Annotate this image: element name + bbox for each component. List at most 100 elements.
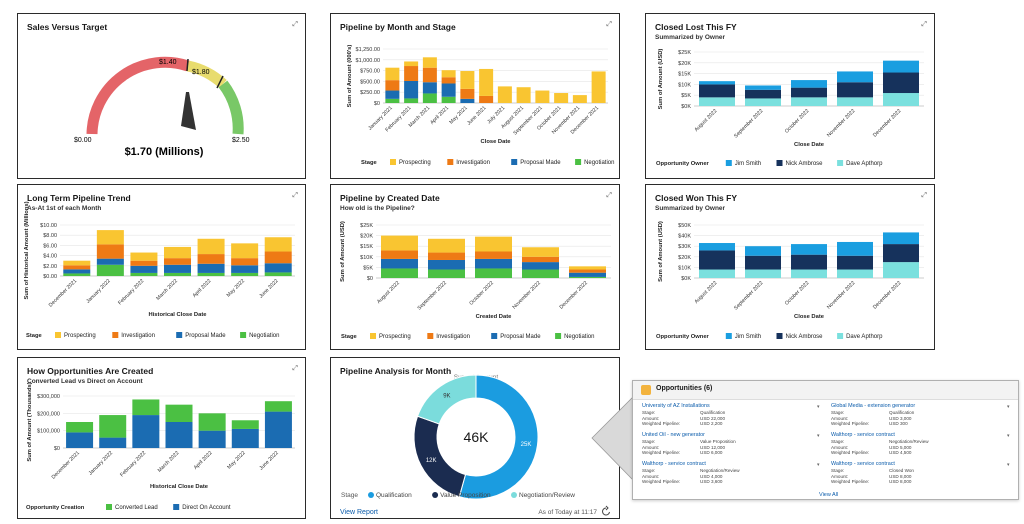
bar-segment[interactable] xyxy=(745,98,781,106)
bar-segment[interactable] xyxy=(791,254,827,270)
bar-segment[interactable] xyxy=(63,260,91,266)
donut-slice[interactable] xyxy=(416,374,477,425)
expand-icon[interactable]: ⤢ xyxy=(292,21,298,28)
bar-segment[interactable] xyxy=(99,437,127,448)
bar-segment[interactable] xyxy=(264,237,292,252)
bar-segment[interactable] xyxy=(791,244,827,255)
bar-segment[interactable] xyxy=(385,98,400,103)
bar-segment[interactable] xyxy=(837,82,873,98)
bar-segment[interactable] xyxy=(66,432,94,448)
bar-segment[interactable] xyxy=(522,262,559,270)
bar-segment[interactable] xyxy=(460,98,475,103)
expand-icon[interactable]: ⤢ xyxy=(606,21,612,28)
bar-segment[interactable] xyxy=(441,83,456,97)
bar-segment[interactable] xyxy=(381,235,418,251)
chevron-down-icon[interactable]: ▾ xyxy=(1007,404,1010,410)
bar-segment[interactable] xyxy=(231,265,259,273)
bar-segment[interactable] xyxy=(475,258,512,269)
opportunity-name-link[interactable]: Walthorp - service contract xyxy=(831,432,895,438)
opportunity-name-link[interactable]: United Oil - new generator xyxy=(642,432,705,438)
bar-segment[interactable] xyxy=(264,251,292,264)
bar-segment[interactable] xyxy=(422,93,437,103)
bar-segment[interactable] xyxy=(569,266,606,270)
bar-segment[interactable] xyxy=(837,241,873,256)
bar-segment[interactable] xyxy=(572,95,587,103)
bar-segment[interactable] xyxy=(522,256,559,263)
expand-icon[interactable]: ⤢ xyxy=(292,365,298,372)
donut-slice[interactable] xyxy=(413,415,467,498)
bar-segment[interactable] xyxy=(164,264,191,273)
bar-segment[interactable] xyxy=(441,96,456,103)
bar-segment[interactable] xyxy=(522,269,559,278)
bar-segment[interactable] xyxy=(404,66,419,81)
bar-segment[interactable] xyxy=(130,252,158,261)
bar-segment[interactable] xyxy=(164,258,191,265)
bar-segment[interactable] xyxy=(441,77,456,84)
bar-segment[interactable] xyxy=(422,57,437,68)
bar-segment[interactable] xyxy=(264,263,292,273)
bar-segment[interactable] xyxy=(883,244,919,263)
bar-segment[interactable] xyxy=(164,272,191,276)
bar-segment[interactable] xyxy=(475,268,512,278)
bar-segment[interactable] xyxy=(404,80,419,99)
refresh-icon[interactable] xyxy=(602,505,610,516)
bar-segment[interactable] xyxy=(699,243,735,251)
opportunity-name-link[interactable]: Global Media - extension generator xyxy=(831,403,916,409)
bar-segment[interactable] xyxy=(837,97,873,106)
bar-segment[interactable] xyxy=(428,269,465,278)
bar-segment[interactable] xyxy=(745,89,781,99)
bar-segment[interactable] xyxy=(883,262,919,278)
bar-segment[interactable] xyxy=(569,272,606,277)
bar-segment[interactable] xyxy=(381,250,418,259)
bar-segment[interactable] xyxy=(883,232,919,245)
bar-segment[interactable] xyxy=(66,422,94,433)
bar-segment[interactable] xyxy=(197,263,225,273)
bar-segment[interactable] xyxy=(554,93,569,103)
bar-segment[interactable] xyxy=(745,85,781,90)
bar-segment[interactable] xyxy=(231,243,259,259)
bar-segment[interactable] xyxy=(745,269,781,278)
bar-segment[interactable] xyxy=(428,238,465,253)
bar-segment[interactable] xyxy=(428,252,465,260)
bar-segment[interactable] xyxy=(479,95,494,103)
bar-segment[interactable] xyxy=(99,415,127,438)
view-report-link[interactable]: View Report xyxy=(340,509,378,516)
bar-segment[interactable] xyxy=(441,70,456,78)
bar-segment[interactable] xyxy=(165,404,193,422)
bar-segment[interactable] xyxy=(132,415,160,448)
bar-segment[interactable] xyxy=(699,97,735,106)
bar-segment[interactable] xyxy=(132,399,160,416)
chevron-down-icon[interactable]: ▾ xyxy=(1007,433,1010,439)
bar-segment[interactable] xyxy=(522,247,559,257)
bar-segment[interactable] xyxy=(516,87,531,103)
bar-segment[interactable] xyxy=(404,61,419,67)
bar-segment[interactable] xyxy=(198,413,226,431)
bar-segment[interactable] xyxy=(130,260,158,266)
bar-segment[interactable] xyxy=(745,255,781,270)
bar-segment[interactable] xyxy=(198,430,226,448)
bar-segment[interactable] xyxy=(197,254,225,264)
bar-segment[interactable] xyxy=(883,60,919,73)
bar-segment[interactable] xyxy=(231,272,259,276)
bar-segment[interactable] xyxy=(699,250,735,270)
bar-segment[interactable] xyxy=(63,265,91,270)
bar-segment[interactable] xyxy=(96,258,124,265)
bar-segment[interactable] xyxy=(422,82,437,94)
bar-segment[interactable] xyxy=(479,68,494,96)
view-all-link[interactable]: View All xyxy=(819,492,839,498)
bar-segment[interactable] xyxy=(231,428,259,448)
bar-segment[interactable] xyxy=(264,401,292,412)
bar-segment[interactable] xyxy=(745,246,781,256)
bar-segment[interactable] xyxy=(428,259,465,270)
chevron-down-icon[interactable]: ▾ xyxy=(817,404,820,410)
bar-segment[interactable] xyxy=(791,269,827,278)
bar-segment[interactable] xyxy=(96,264,124,276)
bar-segment[interactable] xyxy=(63,273,91,276)
bar-segment[interactable] xyxy=(699,269,735,278)
bar-segment[interactable] xyxy=(264,411,292,448)
expand-icon[interactable]: ⤢ xyxy=(292,192,298,199)
bar-segment[interactable] xyxy=(569,276,606,278)
bar-segment[interactable] xyxy=(791,80,827,88)
chevron-down-icon[interactable]: ▾ xyxy=(1007,462,1010,468)
bar-segment[interactable] xyxy=(791,97,827,106)
